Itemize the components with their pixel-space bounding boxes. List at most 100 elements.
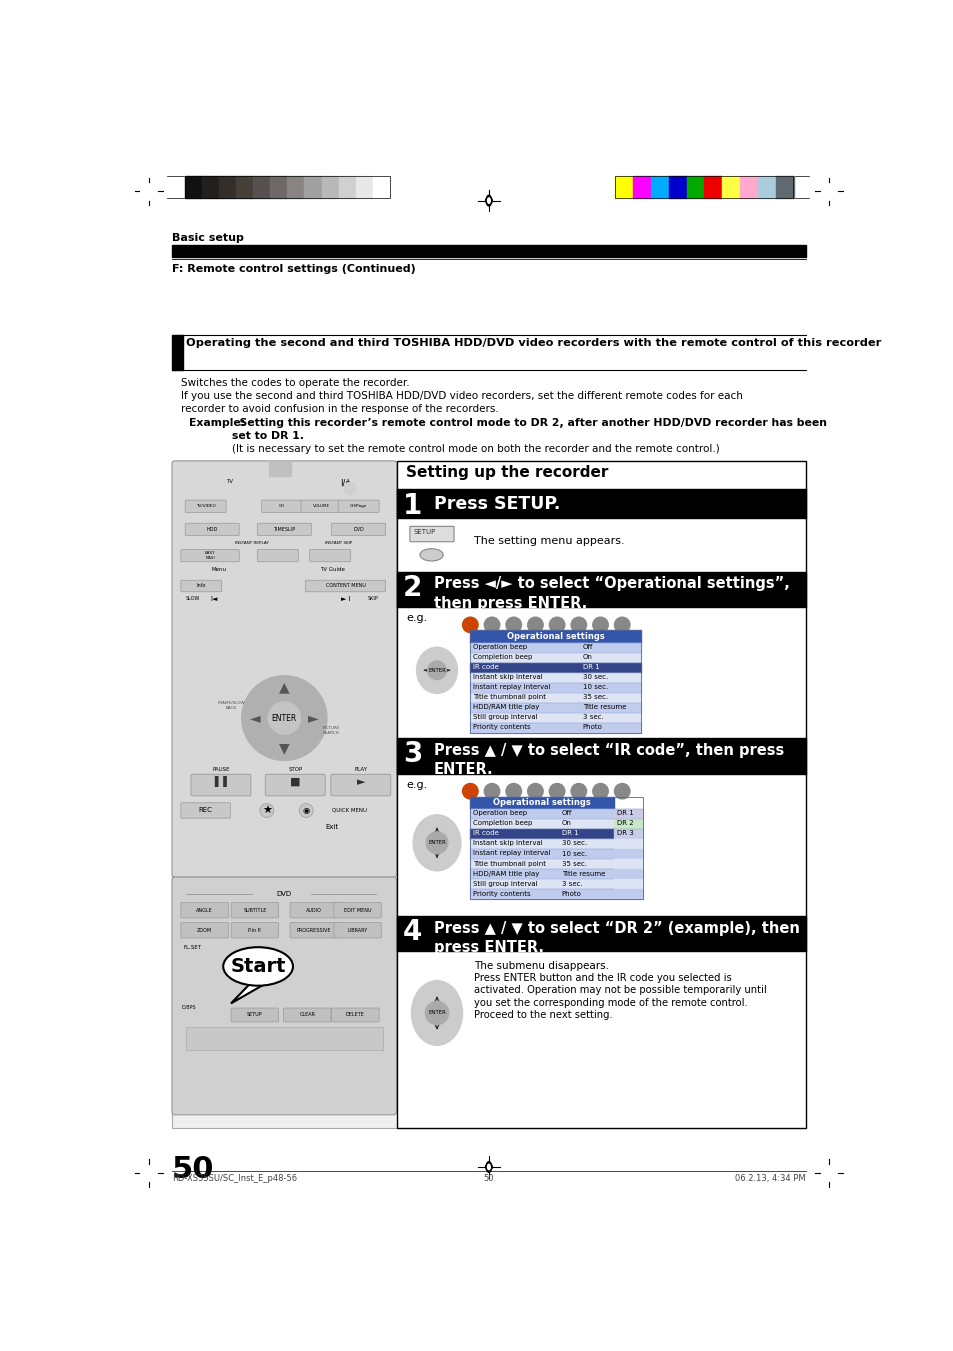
Text: Title thumbnail point: Title thumbnail point: [472, 694, 545, 700]
Text: Still group interval: Still group interval: [472, 881, 537, 886]
Bar: [775, 176, 793, 197]
Bar: [186, 1027, 382, 1050]
Text: DR 3: DR 3: [617, 831, 633, 836]
Text: EDIT MENU: EDIT MENU: [343, 908, 371, 913]
Text: 30 sec.: 30 sec.: [561, 840, 586, 847]
Text: Completion beep: Completion beep: [472, 654, 532, 661]
FancyBboxPatch shape: [257, 550, 298, 562]
Text: Switches the codes to operate the recorder.: Switches the codes to operate the record…: [181, 378, 410, 388]
Bar: [613, 880, 642, 889]
FancyBboxPatch shape: [261, 500, 302, 512]
Text: CH: CH: [279, 504, 285, 508]
Bar: [470, 723, 640, 732]
Text: SETUP: SETUP: [414, 528, 436, 535]
FancyBboxPatch shape: [305, 580, 385, 592]
Text: Start: Start: [230, 957, 286, 975]
Text: HDD: HDD: [207, 527, 217, 532]
Bar: [613, 889, 642, 898]
Circle shape: [426, 832, 447, 854]
Text: ENTER: ENTER: [428, 840, 445, 846]
Text: Exit: Exit: [325, 824, 338, 830]
Circle shape: [484, 784, 499, 798]
Bar: [470, 848, 613, 859]
Text: ►: ►: [356, 777, 365, 788]
Ellipse shape: [419, 549, 443, 561]
Bar: [172, 461, 805, 1128]
Text: IR code: IR code: [472, 831, 497, 836]
Circle shape: [259, 804, 274, 817]
FancyBboxPatch shape: [334, 902, 381, 917]
Bar: [202, 176, 219, 197]
Text: DR 2: DR 2: [617, 820, 633, 827]
Text: Press ◄/► to select “Operational settings”,
then press ENTER.: Press ◄/► to select “Operational setting…: [434, 577, 789, 611]
Circle shape: [549, 784, 564, 798]
Circle shape: [505, 784, 521, 798]
Circle shape: [462, 784, 477, 798]
Bar: [396, 916, 805, 951]
Text: TIMESLIP: TIMESLIP: [273, 527, 295, 532]
Bar: [613, 819, 642, 830]
Bar: [470, 797, 613, 809]
Circle shape: [614, 617, 629, 632]
Text: ZOOM: ZOOM: [196, 928, 212, 932]
Text: ►: ►: [308, 711, 318, 725]
Text: Priority contents: Priority contents: [472, 890, 530, 897]
Text: Operation beep: Operation beep: [472, 644, 526, 650]
Text: STOP: STOP: [288, 767, 302, 773]
Ellipse shape: [223, 947, 293, 986]
Text: Info: Info: [196, 584, 206, 588]
Text: 1: 1: [402, 492, 422, 520]
Text: 35 sec.: 35 sec.: [561, 861, 586, 866]
Bar: [650, 176, 668, 197]
Text: DR 1: DR 1: [561, 831, 578, 836]
Bar: [355, 176, 373, 197]
Text: Priority contents: Priority contents: [472, 724, 530, 731]
Text: D.BPS: D.BPS: [181, 1005, 196, 1011]
Bar: [185, 176, 390, 197]
Bar: [613, 848, 642, 859]
Text: e.g.: e.g.: [406, 780, 427, 790]
FancyBboxPatch shape: [257, 523, 311, 535]
Text: you set the corresponding mode of the remote control.: you set the corresponding mode of the re…: [474, 997, 747, 1008]
Text: 35 sec.: 35 sec.: [582, 694, 607, 700]
Bar: [219, 176, 236, 197]
Text: ► I: ► I: [340, 596, 350, 603]
Text: SETUP: SETUP: [247, 1012, 262, 1017]
Text: Setting this recorder’s remote control mode to DR 2, after another HDD/DVD recor: Setting this recorder’s remote control m…: [232, 417, 825, 428]
Bar: [236, 176, 253, 197]
Text: 2: 2: [402, 574, 422, 603]
Text: P.in P.: P.in P.: [248, 928, 261, 932]
Text: FL.SET: FL.SET: [183, 944, 201, 950]
Bar: [613, 830, 642, 839]
Text: recorder to avoid confusion in the response of the recorders.: recorder to avoid confusion in the respo…: [181, 404, 498, 413]
Text: 50: 50: [483, 1174, 494, 1183]
Bar: [396, 461, 805, 1128]
Circle shape: [549, 617, 564, 632]
Text: SLOW: SLOW: [186, 596, 200, 601]
Ellipse shape: [487, 199, 490, 203]
Bar: [613, 869, 642, 880]
Text: CONTENT MENU: CONTENT MENU: [325, 584, 365, 588]
Text: ◄: ◄: [250, 711, 260, 725]
Text: Title resume: Title resume: [561, 870, 604, 877]
FancyBboxPatch shape: [191, 774, 251, 796]
Bar: [470, 869, 613, 880]
Text: VOLUME: VOLUME: [313, 504, 330, 508]
Text: On: On: [582, 654, 592, 661]
Text: The setting menu appears.: The setting menu appears.: [474, 536, 624, 546]
Text: Press ▲ / ▼ to select “DR 2” (example), then
press ENTER.: Press ▲ / ▼ to select “DR 2” (example), …: [434, 920, 799, 955]
FancyBboxPatch shape: [332, 523, 385, 535]
Circle shape: [427, 661, 446, 680]
Bar: [757, 176, 775, 197]
Text: The submenu disappears.: The submenu disappears.: [474, 961, 609, 970]
Bar: [721, 176, 740, 197]
Text: Operation beep: Operation beep: [472, 811, 526, 816]
Text: I◄: I◄: [211, 596, 218, 603]
Ellipse shape: [411, 981, 462, 1046]
Bar: [470, 809, 613, 819]
Text: ❚❚: ❚❚: [212, 777, 230, 788]
Text: Operational settings: Operational settings: [493, 798, 590, 807]
Text: If you use the second and third TOSHIBA HDD/DVD video recorders, set the differe: If you use the second and third TOSHIBA …: [181, 390, 742, 401]
Bar: [172, 245, 805, 257]
Text: Completion beep: Completion beep: [472, 820, 532, 827]
